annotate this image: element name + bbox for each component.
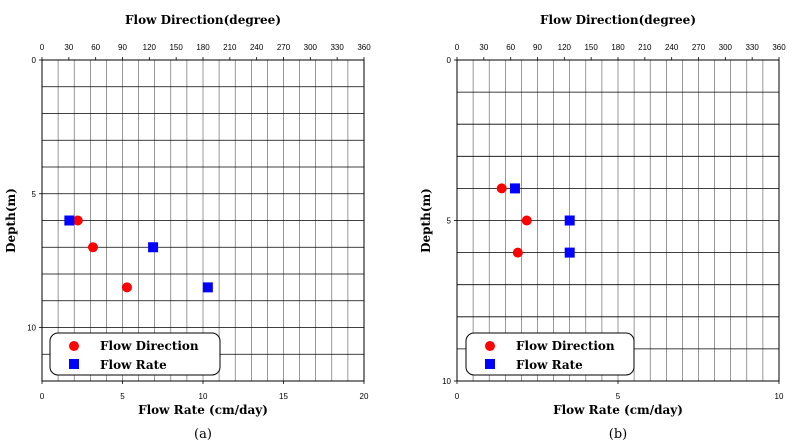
top-axis-tick-label: 60 (506, 43, 515, 52)
top-axis-tick-label: 240 (665, 43, 679, 52)
top-axis-tick-label: 90 (118, 43, 127, 52)
top-axis-tick-label: 300 (719, 43, 733, 52)
top-axis-tick-label: 210 (223, 43, 237, 52)
data-point-flow-rate (509, 183, 520, 194)
chart-panel-b: 0 30 60 90 120 150 180 210 240 270 300 330 360 0 5 10 0 5… (419, 13, 786, 442)
chart-title: Flow Direction(degree) (125, 13, 281, 27)
top-axis-tick-label: 330 (330, 43, 344, 52)
chart-title: Flow Direction(degree) (540, 13, 696, 27)
panel-caption: (a) (194, 427, 212, 442)
top-axis-tick-label: 300 (304, 43, 318, 52)
legend-flow-rate-label: Flow Rate (100, 358, 167, 372)
top-axis-tick-label: 360 (772, 43, 786, 52)
data-point-flow-direction (521, 215, 532, 226)
bottom-axis-tick-label: 0 (40, 392, 45, 401)
top-axis-tick-label: 210 (638, 43, 652, 52)
legend-box (49, 332, 221, 376)
legend-flow-direction-label: Flow Direction (100, 339, 199, 353)
y-axis-tick-label: 10 (27, 324, 36, 333)
top-axis-tick-label: 90 (533, 43, 542, 52)
legend-flow-rate-label: Flow Rate (516, 358, 583, 372)
bottom-axis-tick-label: 15 (279, 392, 288, 401)
legend-flow-rate-marker (485, 359, 495, 369)
data-point-flow-rate (564, 247, 575, 258)
data-point-flow-rate (564, 215, 575, 226)
top-axis-tick-label: 270 (277, 43, 291, 52)
y-axis-tick-label: 0 (32, 56, 37, 65)
bottom-axis-tick-label: 10 (775, 392, 784, 401)
bottom-axis-tick-label: 10 (199, 392, 208, 401)
x-axis-label: Flow Rate (cm/day) (138, 403, 268, 417)
top-axis-tick-label: 30 (479, 43, 488, 52)
legend-flow-direction-marker (69, 341, 79, 351)
top-axis-tick-label: 60 (91, 43, 100, 52)
top-axis-tick-label: 360 (357, 43, 371, 52)
bottom-axis-tick-label: 20 (360, 392, 369, 401)
data-point-flow-direction (87, 242, 98, 253)
top-axis-tick-label: 0 (40, 43, 45, 52)
top-axis-tick-label: 330 (745, 43, 759, 52)
data-point-flow-direction (496, 183, 507, 194)
top-axis-tick-label: 120 (143, 43, 157, 52)
bottom-axis-tick-label: 5 (120, 392, 125, 401)
top-axis-tick-label: 0 (455, 43, 460, 52)
data-point-flow-direction (121, 282, 132, 293)
legend-box (465, 332, 635, 376)
top-axis-tick-label: 30 (64, 43, 73, 52)
legend-flow-rate-marker (69, 359, 79, 369)
top-axis-tick-label: 270 (692, 43, 706, 52)
legend: Flow Direction Flow Rate (49, 332, 221, 376)
panel-caption: (b) (609, 427, 627, 442)
legend-flow-direction-label: Flow Direction (516, 339, 615, 353)
bottom-axis-tick-label: 5 (616, 392, 621, 401)
legend-flow-direction-marker (485, 341, 495, 351)
x-axis-label: Flow Rate (cm/day) (553, 403, 683, 417)
y-axis-label: Depth(m) (419, 188, 433, 253)
y-axis-tick-label: 10 (442, 377, 451, 386)
y-axis-tick-label: 5 (32, 190, 37, 199)
data-point-flow-rate (148, 242, 159, 253)
top-axis-tick-label: 150 (169, 43, 183, 52)
data-point-flow-direction (512, 247, 523, 258)
y-axis-tick-label: 0 (447, 56, 452, 65)
top-axis-tick-label: 240 (250, 43, 264, 52)
data-point-flow-rate (64, 215, 75, 226)
top-axis-tick-label: 180 (196, 43, 210, 52)
bottom-axis-tick-label: 0 (455, 392, 460, 401)
top-axis-tick-label: 180 (611, 43, 625, 52)
top-axis-tick-label: 120 (558, 43, 572, 52)
y-axis-tick-label: 5 (447, 217, 452, 226)
y-axis-label: Depth(m) (4, 188, 18, 253)
legend: Flow Direction Flow Rate (465, 332, 635, 376)
data-point-flow-rate (202, 282, 213, 293)
top-axis-tick-label: 150 (584, 43, 598, 52)
data-point-flow-direction (72, 215, 83, 226)
